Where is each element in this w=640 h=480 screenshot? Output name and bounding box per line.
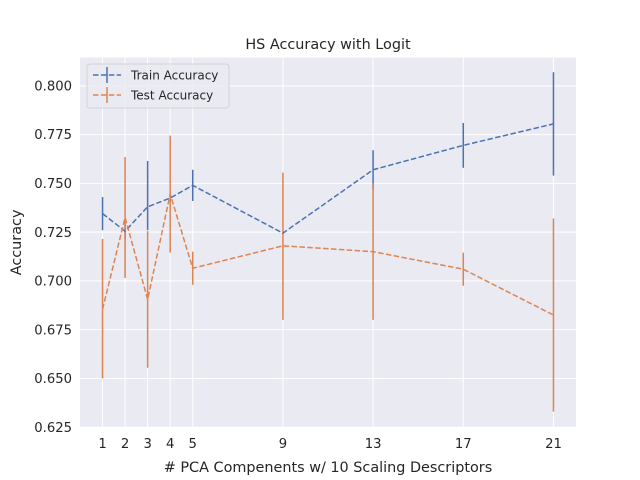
x-tick-label: 3 [143, 437, 151, 452]
x-tick-label: 2 [121, 437, 129, 452]
legend-label-test: Test Accuracy [130, 89, 213, 103]
y-tick-label: 0.700 [34, 275, 72, 290]
legend-box [86, 63, 230, 109]
x-tick-label: 1 [98, 437, 106, 452]
y-tick-label: 0.750 [34, 177, 72, 192]
legend-label-train: Train Accuracy [130, 69, 218, 83]
x-tick-label: 21 [545, 437, 562, 452]
y-tick-label: 0.800 [34, 79, 72, 94]
y-axis-label: Accuracy [9, 209, 25, 275]
series-lines [101, 123, 554, 316]
plot-area [80, 57, 576, 428]
x-tick-label: 13 [365, 437, 382, 452]
y-tick-label: 0.625 [34, 421, 72, 436]
train-accuracy-line [102, 123, 554, 235]
test-accuracy-line [101, 191, 554, 316]
x-tick-labels: 1 2 3 4 5 9 13 17 21 [98, 437, 561, 452]
x-tick-label: 4 [166, 437, 174, 452]
chart-title: HS Accuracy with Logit [245, 37, 411, 53]
x-axis-label: # PCA Compenents w/ 10 Scaling Descripto… [164, 460, 492, 476]
error-bars [101, 72, 555, 412]
x-tick-label: 5 [189, 437, 197, 452]
y-tick-labels: 0.625 0.650 0.675 0.700 0.725 0.750 0.775 0.800 [34, 79, 72, 435]
x-tick-label: 17 [455, 437, 472, 452]
y-tick-label: 0.650 [34, 372, 72, 387]
y-tick-label: 0.775 [34, 128, 72, 143]
y-tick-label: 0.725 [34, 226, 72, 241]
x-tick-label: 9 [279, 437, 287, 452]
legend: Train Accuracy Test Accuracy [86, 63, 230, 109]
y-tick-label: 0.675 [34, 323, 72, 338]
